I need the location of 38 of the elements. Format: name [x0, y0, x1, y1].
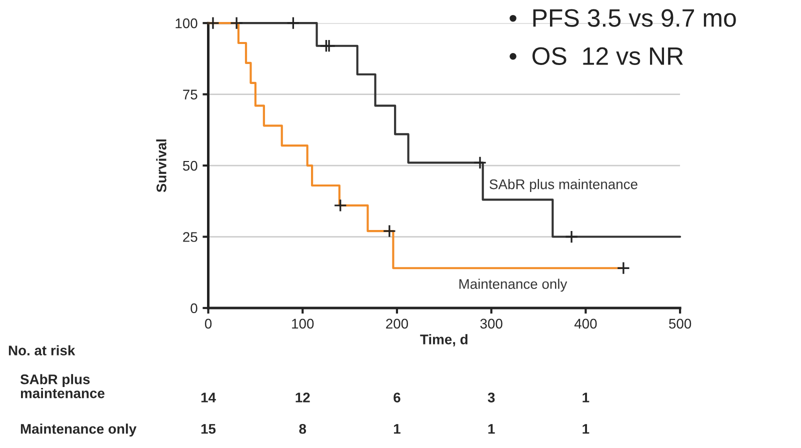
annotation: • PFS 3.5 vs 9.7 mo	[510, 9, 736, 27]
x-tick-label: 500	[669, 318, 692, 329]
x-tick-label: 200	[386, 318, 408, 329]
text: 1	[394, 424, 400, 434]
annotation: • OS 12 vs NR	[510, 47, 683, 65]
point	[616, 261, 630, 275]
point	[230, 16, 244, 30]
point	[334, 198, 348, 212]
text: 15	[201, 424, 216, 434]
x-tick-label: 100	[292, 318, 314, 329]
text: 3	[488, 392, 495, 402]
y-tick-label: 100	[176, 18, 198, 28]
text: 14	[201, 392, 216, 402]
x-tick-label: 0	[204, 318, 212, 329]
text: 1	[582, 424, 590, 434]
point	[382, 224, 396, 238]
series-label: SAbR plus maintenance	[490, 179, 638, 192]
point	[473, 156, 487, 170]
text: 8	[299, 424, 306, 434]
x-tick-label: 300	[480, 318, 502, 329]
series-label: Maintenance only	[459, 278, 568, 292]
point	[322, 39, 336, 53]
y-tick-label: 0	[190, 303, 198, 314]
point	[564, 230, 578, 244]
text: SAbR plus maintenance	[20, 374, 104, 398]
y-tick-label: 75	[183, 90, 198, 100]
x-axis-title: Time, d	[420, 334, 468, 346]
y-tick-label: 50	[182, 160, 198, 171]
text: 12	[296, 392, 310, 402]
y-axis-title: Survival	[156, 139, 166, 192]
text: 1	[582, 392, 590, 402]
text: 6	[394, 392, 400, 402]
y-tick-label: 25	[183, 232, 198, 242]
point	[286, 16, 300, 30]
text: Maintenance only	[20, 424, 136, 437]
x-tick-label: 400	[574, 318, 597, 329]
text: 1	[488, 424, 495, 434]
text: No. at risk	[8, 345, 76, 356]
